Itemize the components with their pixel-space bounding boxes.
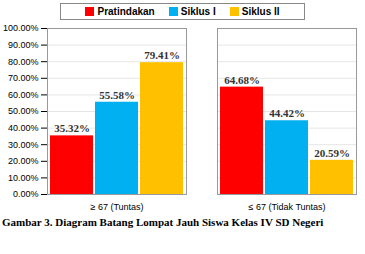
html-text:Pratindakan: Pratindakan: [97, 6, 155, 17]
svg-text:44.42%: 44.42%: [269, 107, 305, 119]
svg-text:≥ 67 (Tuntas): ≥ 67 (Tuntas): [90, 202, 143, 212]
svg-text:20.00%: 20.00%: [8, 156, 39, 166]
svg-text:10.00%: 10.00%: [8, 173, 39, 183]
svg-text:70.00%: 70.00%: [8, 73, 39, 83]
svg-text:80.00%: 80.00%: [8, 57, 39, 67]
svg-text:35.32%: 35.32%: [54, 122, 90, 134]
html-text:Gambar 3. Diagram Batang Lompa: Gambar 3. Diagram Batang Lompat Jauh Sis…: [2, 216, 324, 228]
svg-text:79.41%: 79.41%: [144, 49, 180, 61]
html-text:Siklus II: Siklus II: [241, 6, 280, 17]
svg-text:40.00%: 40.00%: [8, 123, 39, 133]
svg-text:64.68%: 64.68%: [224, 74, 260, 86]
svg-text:55.58%: 55.58%: [99, 89, 135, 101]
svg-text:30.00%: 30.00%: [8, 140, 39, 150]
svg-text:100.00%: 100.00%: [3, 23, 39, 33]
svg-text:≤ 67 (Tidak Tuntas): ≤ 67 (Tidak Tuntas): [248, 202, 325, 212]
svg-text:50.00%: 50.00%: [8, 106, 39, 116]
svg-text:60.00%: 60.00%: [8, 90, 39, 100]
svg-text:90.00%: 90.00%: [8, 40, 39, 50]
html-text:Siklus I: Siklus I: [180, 6, 216, 17]
svg-text:20.59%: 20.59%: [314, 147, 350, 159]
svg-text:0.00%: 0.00%: [13, 189, 39, 199]
